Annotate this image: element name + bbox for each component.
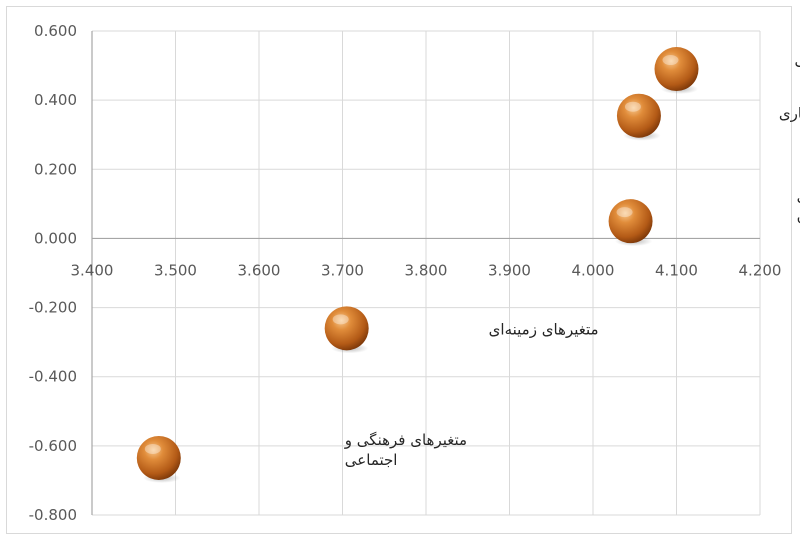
point-highlight (144, 443, 161, 454)
data-point (136, 435, 181, 480)
y-tick-label: 0.600 (34, 22, 77, 40)
y-tick-label: -0.200 (29, 299, 77, 317)
tick-labels: 3.400 3.500 3.600 3.700 3.800 3.900 4.000 4.100… (29, 22, 782, 524)
point-label: متغیرهای عملکردی (797, 187, 800, 205)
x-tick-label: 3.800 (405, 261, 448, 279)
point-highlight (616, 207, 633, 218)
point-label: متغیرهای زمینه‌ای (489, 320, 599, 338)
data-point (324, 306, 369, 351)
y-tick-label: -0.600 (29, 437, 77, 455)
point-label: اجتماعی (345, 451, 398, 469)
point-label: متغیرهای مقرراتی (795, 51, 800, 69)
y-tick-label: -0.800 (29, 506, 77, 524)
point-label: سازمان (797, 207, 800, 225)
x-tick-label: 3.700 (321, 261, 364, 279)
x-tick-label: 4.000 (572, 261, 615, 279)
point-label: متغیرهای ساختاری (779, 105, 800, 123)
data-point (654, 47, 699, 92)
x-tick-label: 3.500 (154, 261, 197, 279)
point-labels: متغیرهای مقرراتی متغیرهای ساختاری متغیرهای… (344, 51, 800, 469)
y-tick-label: -0.400 (29, 368, 77, 386)
x-tick-label: 3.400 (71, 261, 114, 279)
y-tick-label: 0.200 (34, 160, 77, 178)
point-highlight (624, 101, 641, 112)
data-point (616, 93, 661, 138)
data-point (608, 199, 653, 244)
point-highlight (332, 314, 349, 325)
y-tick-label: 0.000 (34, 229, 77, 247)
data-points (136, 47, 699, 483)
x-tick-label: 4.200 (739, 261, 782, 279)
point-label: متغیرهای فرهنگی و (344, 431, 467, 449)
y-tick-label: 0.400 (34, 91, 77, 109)
x-tick-label: 3.900 (488, 261, 531, 279)
x-tick-label: 4.100 (655, 261, 698, 279)
x-tick-label: 3.600 (238, 261, 281, 279)
point-highlight (662, 55, 679, 66)
